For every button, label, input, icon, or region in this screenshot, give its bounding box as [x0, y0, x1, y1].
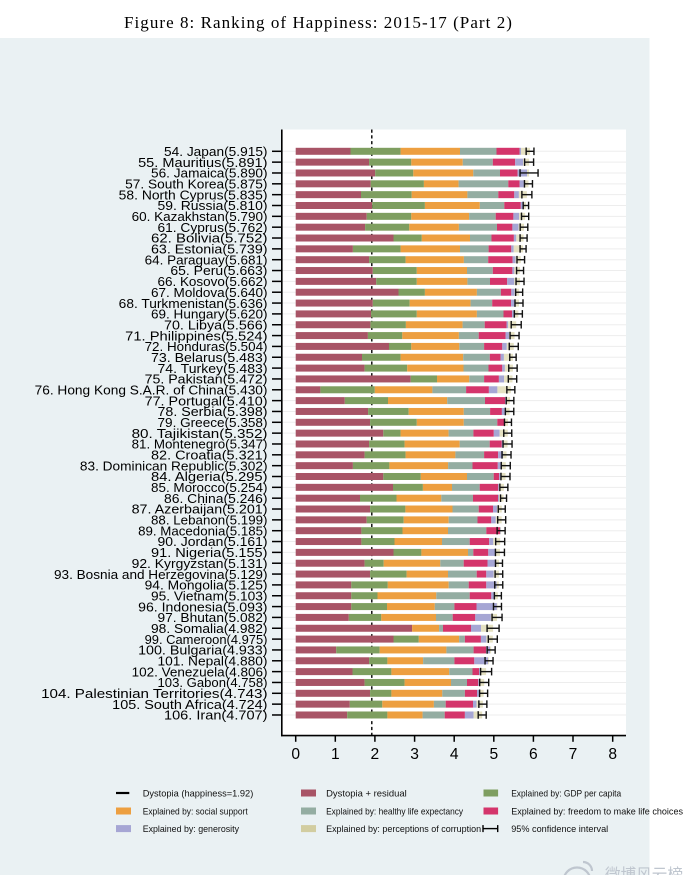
svg-text:Explained by: healthy life exp: Explained by: healthy life expectancy — [326, 806, 463, 816]
svg-text:Explained by: freedom to make: Explained by: freedom to make life choic… — [511, 806, 683, 816]
svg-text:4: 4 — [450, 746, 459, 763]
svg-text:Explained by: perceptions of c: Explained by: perceptions of corruption — [326, 824, 481, 834]
svg-text:Explained by: generosity: Explained by: generosity — [143, 824, 240, 834]
svg-text:5: 5 — [489, 746, 498, 763]
svg-text:Dystopia (happiness=1.92): Dystopia (happiness=1.92) — [143, 788, 254, 798]
svg-text:Explained by: GDP per capita: Explained by: GDP per capita — [511, 788, 622, 798]
svg-text:1: 1 — [331, 746, 340, 763]
svg-text:3: 3 — [410, 746, 419, 763]
svg-text:8: 8 — [608, 746, 617, 763]
svg-text:106. Iran(4.707): 106. Iran(4.707) — [164, 709, 268, 723]
svg-text:Dystopia + residual: Dystopia + residual — [326, 788, 407, 798]
svg-text:微博风云榜: 微博风云榜 — [605, 866, 683, 875]
svg-text:Explained by: social support: Explained by: social support — [143, 806, 248, 816]
svg-text:6: 6 — [529, 746, 538, 763]
svg-text:95% confidence interval: 95% confidence interval — [511, 824, 608, 834]
svg-text:7: 7 — [569, 746, 578, 763]
svg-text:2: 2 — [371, 746, 380, 763]
svg-text:0: 0 — [291, 746, 300, 763]
